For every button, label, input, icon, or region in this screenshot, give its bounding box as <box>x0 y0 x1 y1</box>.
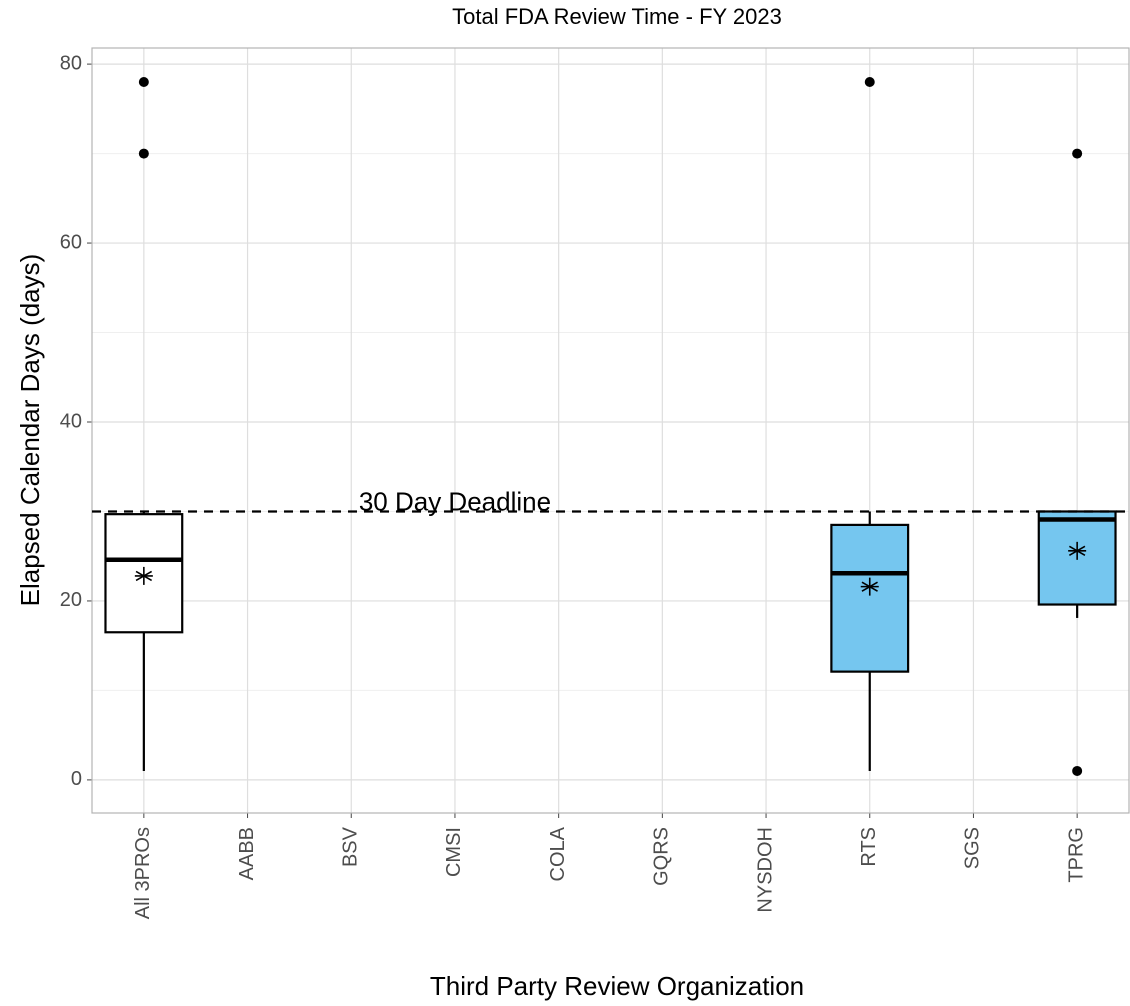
y-tick-label: 80 <box>60 52 82 74</box>
y-axis-label: Elapsed Calendar Days (days) <box>15 254 45 607</box>
mean-marker <box>134 566 153 585</box>
panel-border <box>91 47 1130 814</box>
outlier <box>1072 148 1083 159</box>
y-tick-label: 40 <box>60 410 82 432</box>
reference-label: 30 Day Deadline <box>359 486 551 516</box>
y-tick-label: 0 <box>71 768 82 790</box>
x-tick-label: NYSDOH <box>754 827 776 913</box>
y-tick-label: 20 <box>60 589 82 611</box>
y-tick-label: 60 <box>60 231 82 253</box>
x-tick-label: GQRS <box>651 827 673 886</box>
outlier <box>1072 765 1083 776</box>
x-tick-label: RTS <box>858 827 880 867</box>
outlier <box>138 77 149 87</box>
x-tick-label: All 3PROs <box>132 827 154 919</box>
x-tick-label: BSV <box>340 826 362 867</box>
box <box>830 523 910 673</box>
mean-marker <box>860 577 879 596</box>
x-tick-label: TPRG <box>1065 827 1087 883</box>
outlier <box>864 77 875 87</box>
x-axis-label: Third Party Review Organization <box>430 971 804 1001</box>
chart-title: Total FDA Review Time - FY 2023 <box>452 4 782 29</box>
mean-marker <box>1068 541 1087 560</box>
x-tick-label: COLA <box>547 826 569 881</box>
x-tick-label: CMSI <box>443 827 465 877</box>
x-tick-label: SGS <box>962 827 984 869</box>
x-tick-label: AABB <box>236 827 258 880</box>
outlier <box>138 148 149 159</box>
